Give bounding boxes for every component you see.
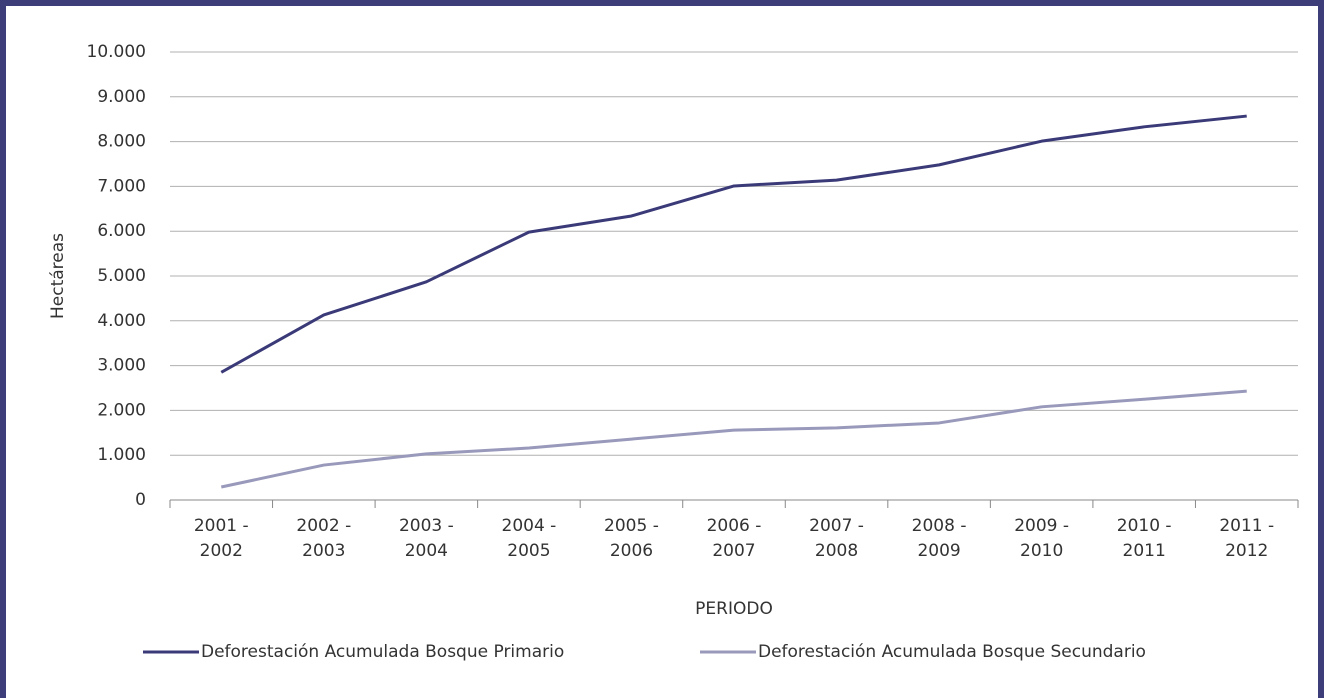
y-tick-label: 1.000 (97, 445, 146, 465)
y-tick-label: 5.000 (97, 266, 146, 286)
x-tick-label-line: 2002 - (296, 516, 351, 536)
x-tick-label: 2003 - 2004 (399, 516, 454, 561)
x-axis-title: PERIODO (695, 599, 773, 619)
y-tick-label: 3.000 (97, 356, 146, 376)
x-tick-label-line: 2003 (302, 541, 345, 561)
data-line (220, 389, 1247, 489)
x-tick-label: 2001 - 2002 (194, 516, 249, 561)
x-tick-label: 2009 - 2010 (1014, 516, 1069, 561)
x-tick-label: 2005 - 2006 (604, 516, 659, 561)
x-tick-label: 2008 - 2009 (912, 516, 967, 561)
x-tick-label: 2004 - 2005 (502, 516, 557, 561)
x-tick-label-line: 2010 - (1117, 516, 1172, 536)
x-tick-label-line: 2007 (712, 541, 755, 561)
x-tick-label-line: 2004 (405, 541, 448, 561)
x-tick-label-line: 2009 (917, 541, 960, 561)
x-tick-label: 2010 - 2011 (1117, 516, 1172, 561)
x-tick-label-line: 2003 - (399, 516, 454, 536)
x-tick-label-line: 2008 - (912, 516, 967, 536)
x-tick-label-line: 2006 (610, 541, 653, 561)
y-tick-label: 6.000 (97, 221, 146, 241)
x-tick-label-line: 2009 - (1014, 516, 1069, 536)
x-tick-label: 2002 - 2003 (296, 516, 351, 561)
x-tick-label: 2007 - 2008 (809, 516, 864, 561)
y-tick-label: 0 (135, 490, 146, 510)
x-tick-label-line: 2007 - (809, 516, 864, 536)
y-tick-label: 9.000 (97, 87, 146, 107)
x-tick-label-line: 2011 - (1219, 516, 1274, 536)
x-tick-label-line: 2010 (1020, 541, 1063, 561)
y-tick-label: 10.000 (87, 42, 146, 62)
x-tick-label-line: 2012 (1225, 541, 1268, 561)
x-tick-label-line: 2005 - (604, 516, 659, 536)
y-axis-title: Hectáreas (48, 233, 68, 319)
x-tick-label-line: 2004 - (502, 516, 557, 536)
y-tick-label: 4.000 (97, 311, 146, 331)
x-tick-label-line: 2011 (1123, 541, 1166, 561)
data-line (220, 114, 1247, 374)
y-tick-label: 7.000 (97, 176, 146, 196)
x-tick-label-line: 2005 (507, 541, 550, 561)
x-tick-label: 2011 - 2012 (1219, 516, 1274, 561)
x-tick-label-line: 2006 - (707, 516, 762, 536)
legend-label: Deforestación Acumulada Bosque Secundari… (758, 642, 1146, 662)
y-tick-label: 2.000 (97, 400, 146, 420)
y-tick-label: 8.000 (97, 132, 146, 152)
x-tick-label-line: 2002 (200, 541, 243, 561)
x-tick-label-line: 2008 (815, 541, 858, 561)
legend-label: Deforestación Acumulada Bosque Primario (201, 642, 564, 662)
x-tick-label: 2006 - 2007 (707, 516, 762, 561)
x-tick-label-line: 2001 - (194, 516, 249, 536)
